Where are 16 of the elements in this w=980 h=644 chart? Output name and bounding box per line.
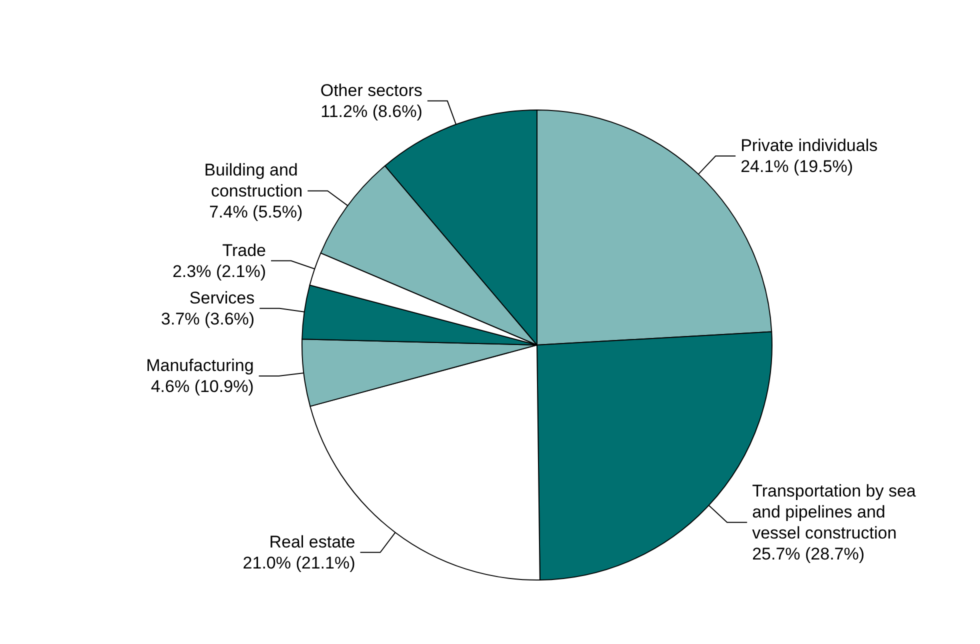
slice-label: Trade	[222, 240, 266, 260]
slice-label: Other sectors	[320, 80, 422, 100]
slice-label: Real estate	[269, 532, 356, 552]
slice-label: Manufacturing	[146, 356, 254, 375]
slice-label: Services	[189, 288, 255, 308]
data-label: 7.4% (5.5%)	[209, 202, 303, 222]
data-label: 21.0% (21.1%)	[242, 553, 356, 572]
data-label: 11.2% (8.6%)	[320, 102, 422, 121]
data-label: 2.3% (2.1%)	[172, 262, 266, 281]
data-label: 3.7% (3.6%)	[161, 309, 255, 328]
slice-label: Private individuals	[740, 136, 878, 156]
slice-label: Transportation by sea and pipelines and vessel construction	[752, 481, 921, 542]
data-label: 25.7% (28.7%)	[752, 544, 865, 564]
slice-label: Building and construction	[204, 160, 303, 200]
data-label: 4.6% (10.9%)	[150, 376, 254, 396]
data-label: 24.1% (19.5%)	[740, 157, 854, 176]
